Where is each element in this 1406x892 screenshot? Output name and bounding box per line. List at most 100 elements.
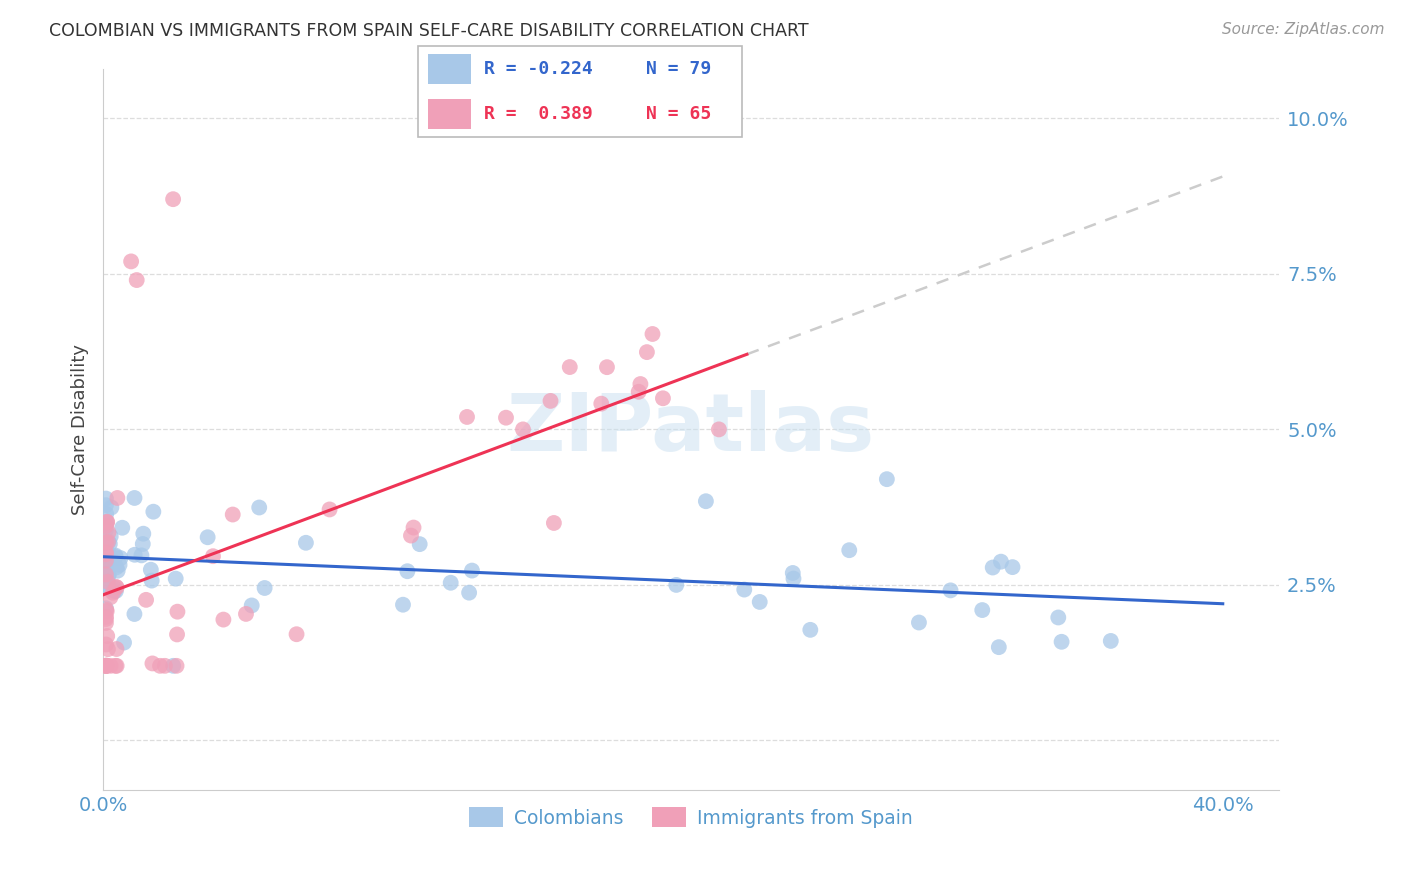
Point (543, 516, 565, 530)
Point (396, 564, 419, 578)
Point (101, 585, 124, 599)
Point (707, 422, 730, 436)
Point (558, 359, 581, 374)
Point (799, 623, 821, 637)
Point (142, 505, 165, 519)
Point (105, 560, 128, 574)
Point (100, 591, 122, 605)
Point (876, 472, 898, 486)
Point (1050, 635, 1073, 649)
Text: COLOMBIAN VS IMMIGRANTS FROM SPAIN SELF-CARE DISABILITY CORRELATION CHART: COLOMBIAN VS IMMIGRANTS FROM SPAIN SELF-… (49, 22, 808, 40)
Point (132, 537, 155, 551)
Point (96, 629, 118, 643)
Point (94, 562, 117, 576)
Point (253, 581, 276, 595)
FancyBboxPatch shape (427, 54, 471, 84)
Point (96, 507, 118, 521)
Point (458, 585, 481, 599)
Point (94, 557, 117, 571)
Point (540, 393, 562, 408)
Point (103, 584, 125, 599)
Point (94, 547, 117, 561)
Point (97, 642, 120, 657)
Point (96, 658, 118, 673)
FancyBboxPatch shape (427, 99, 471, 129)
Point (1001, 560, 1024, 574)
Point (100, 529, 122, 543)
Point (591, 397, 613, 411)
Point (628, 377, 651, 392)
Point (96, 658, 118, 673)
Text: N = 65: N = 65 (647, 105, 711, 123)
Point (240, 599, 263, 613)
Point (748, 595, 770, 609)
Point (94, 615, 117, 630)
Point (135, 592, 157, 607)
Point (440, 575, 463, 590)
Point (97, 567, 120, 582)
Point (104, 549, 127, 564)
FancyBboxPatch shape (418, 45, 742, 137)
Point (939, 583, 962, 598)
Point (392, 598, 415, 612)
Point (782, 572, 804, 586)
Point (96, 515, 118, 529)
Point (94, 610, 117, 624)
Point (110, 551, 132, 566)
Point (733, 582, 755, 597)
Legend: Colombians, Immigrants from Spain: Colombians, Immigrants from Spain (461, 799, 920, 835)
Point (100, 549, 122, 563)
Point (247, 500, 270, 515)
Point (94, 658, 117, 673)
Point (124, 491, 146, 505)
Point (120, 254, 142, 268)
Point (96, 603, 118, 617)
Point (97, 581, 120, 595)
Point (166, 658, 188, 673)
Point (94, 515, 117, 529)
Point (98, 537, 121, 551)
Point (94, 638, 117, 652)
Point (94, 554, 117, 568)
Point (105, 642, 128, 657)
Point (104, 658, 127, 673)
Point (94, 612, 117, 626)
Point (104, 584, 127, 599)
Point (108, 558, 131, 572)
Point (96, 515, 118, 529)
Point (1047, 610, 1070, 624)
Point (201, 549, 224, 564)
Point (162, 658, 184, 673)
Point (131, 549, 153, 563)
Point (149, 658, 172, 673)
Point (695, 494, 717, 508)
Point (97, 568, 120, 582)
Point (408, 537, 430, 551)
Point (285, 627, 308, 641)
Point (665, 578, 688, 592)
Point (94, 562, 117, 576)
Point (235, 607, 257, 621)
Text: N = 79: N = 79 (647, 60, 711, 78)
Point (197, 530, 219, 544)
Point (104, 549, 127, 563)
Point (94, 567, 117, 582)
Point (782, 566, 804, 580)
Point (141, 657, 163, 671)
Point (94, 541, 117, 556)
Point (1099, 634, 1122, 648)
Point (456, 409, 478, 424)
Point (94, 519, 117, 533)
Point (100, 658, 122, 673)
Point (94, 601, 117, 615)
Point (111, 521, 134, 535)
Point (105, 581, 128, 595)
Point (94, 552, 117, 566)
Point (112, 635, 135, 649)
Point (166, 605, 188, 619)
Point (838, 543, 860, 558)
Point (139, 563, 162, 577)
Point (318, 502, 340, 516)
Point (212, 613, 235, 627)
Point (222, 508, 245, 522)
